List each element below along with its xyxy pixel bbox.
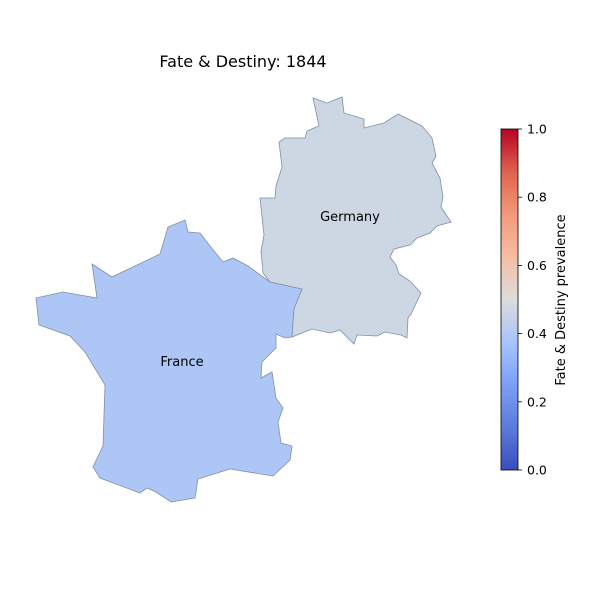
colorbar-tick-label: 0.4 xyxy=(527,326,547,341)
region-france[interactable] xyxy=(35,219,303,503)
region-label-germany: Germany xyxy=(320,210,380,225)
colorbar-gradient xyxy=(500,128,519,471)
colorbar-tick-label: 0.0 xyxy=(527,463,547,478)
colorbar-tick-label: 1.0 xyxy=(527,122,547,137)
colorbar-label: Fate & Destiny prevalence xyxy=(554,214,569,385)
region-germany[interactable] xyxy=(259,96,452,345)
colorbar-tick-label: 0.8 xyxy=(527,190,547,205)
colorbar: 0.0 0.2 0.4 0.6 0.8 1.0 Fate & Destiny preval… xyxy=(500,122,569,478)
region-label-france: France xyxy=(160,355,203,370)
map-title: Fate & Destiny: 1844 xyxy=(159,52,327,71)
colorbar-tick-label: 0.6 xyxy=(527,258,547,273)
colorbar-tick-label: 0.2 xyxy=(527,394,547,409)
colorbar-ticks: 0.0 0.2 0.4 0.6 0.8 1.0 xyxy=(518,122,547,478)
